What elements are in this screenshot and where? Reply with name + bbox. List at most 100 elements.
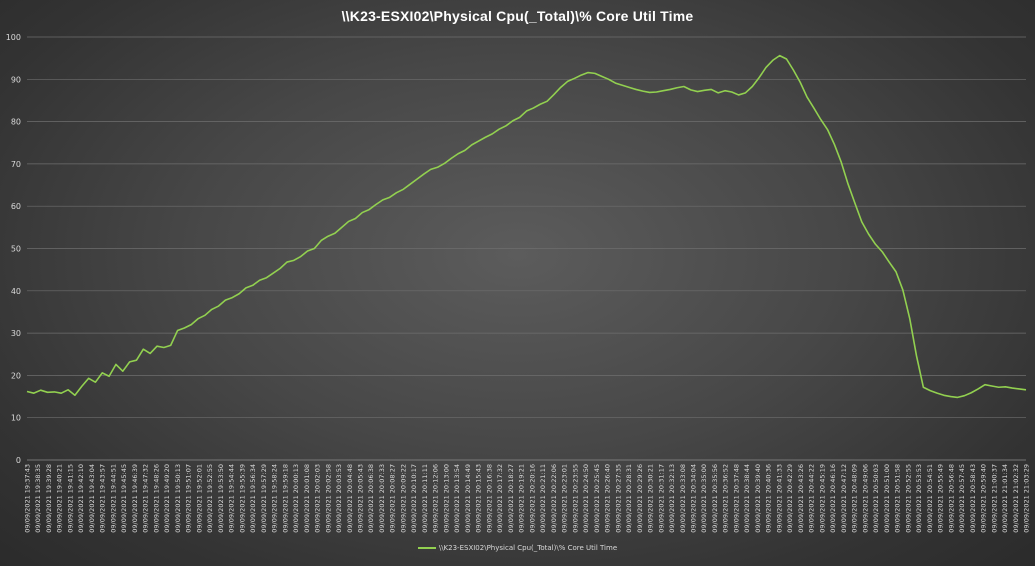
x-tick-label: 09/09/2021 20:43:26 [797, 464, 805, 533]
y-tick-label: 40 [11, 287, 21, 296]
x-tick-label: 09/09/2021 20:16:38 [485, 464, 493, 533]
x-tick-label: 09/09/2021 19:41:15 [66, 464, 74, 533]
x-tick-label: 09/09/2021 19:37:43 [24, 464, 32, 533]
x-tick-label: 09/09/2021 19:42:10 [77, 464, 85, 533]
x-tick-label: 09/09/2021 20:53:53 [915, 464, 923, 533]
x-tick-label: 09/09/2021 20:02:03 [314, 464, 322, 533]
x-tick-label: 09/09/2021 20:54:51 [926, 464, 934, 533]
x-tick-label: 09/09/2021 21:01:34 [1001, 464, 1009, 533]
x-tick-label: 09/09/2021 20:21:11 [539, 464, 547, 533]
x-tick-label: 09/09/2021 20:04:48 [346, 464, 354, 533]
x-tick-label: 09/09/2021 20:44:22 [808, 464, 816, 533]
x-tick-label: 09/09/2021 20:40:36 [765, 464, 773, 533]
x-tick-label: 09/09/2021 20:07:33 [378, 464, 386, 533]
y-tick-label: 60 [11, 202, 21, 211]
y-tick-label: 80 [11, 118, 21, 127]
x-tick-label: 09/09/2021 20:33:08 [679, 464, 687, 533]
x-tick-label: 09/09/2021 20:14:49 [464, 464, 472, 533]
x-tick-label: 09/09/2021 20:05:43 [357, 464, 365, 533]
x-tick-label: 09/09/2021 20:35:56 [711, 464, 719, 533]
y-axis-ticks: 0 10 20 30 40 50 60 70 80 90 100 [6, 33, 21, 465]
x-tick-label: 09/09/2021 20:37:48 [732, 464, 740, 533]
x-tick-label: 09/09/2021 20:36:52 [722, 464, 730, 533]
x-tick-label: 09/09/2021 19:54:44 [228, 464, 236, 533]
x-tick-label: 09/09/2021 20:19:21 [518, 464, 526, 533]
y-tick-label: 20 [11, 371, 21, 380]
x-tick-label: 09/09/2021 19:39:28 [45, 464, 53, 533]
x-tick-label: 09/09/2021 20:13:00 [442, 464, 450, 533]
x-tick-label: 09/09/2021 20:26:40 [604, 464, 612, 533]
x-tick-label: 09/09/2021 20:23:55 [571, 464, 579, 533]
x-tick-label: 09/09/2021 20:01:08 [303, 464, 311, 533]
gridlines [27, 36, 1026, 461]
x-tick-label: 09/09/2021 19:56:34 [249, 464, 257, 533]
y-tick-label: 100 [6, 33, 21, 42]
x-tick-label: 09/09/2021 21:00:37 [990, 464, 998, 533]
x-tick-label: 09/09/2021 20:29:26 [636, 464, 644, 533]
x-tick-label: 09/09/2021 19:52:55 [206, 464, 214, 533]
x-tick-label: 09/09/2021 20:12:06 [432, 464, 440, 533]
x-tick-label: 09/09/2021 19:53:50 [217, 464, 225, 533]
x-tick-label: 09/09/2021 20:09:22 [399, 464, 407, 533]
x-tick-label: 09/09/2021 20:41:33 [775, 464, 783, 533]
x-tick-label: 09/09/2021 20:28:31 [625, 464, 633, 533]
x-tick-label: 09/09/2021 19:59:18 [281, 464, 289, 533]
x-tick-label: 09/09/2021 20:50:03 [872, 464, 880, 533]
x-tick-label: 09/09/2021 20:06:38 [367, 464, 375, 533]
x-tick-label: 09/09/2021 20:18:27 [507, 464, 515, 533]
x-tick-label: 09/09/2021 21:03:29 [1023, 464, 1031, 533]
y-tick-label: 10 [11, 414, 21, 423]
x-tick-label: 09/09/2021 19:55:39 [238, 464, 246, 533]
x-tick-label: 09/09/2021 19:46:39 [131, 464, 139, 533]
x-tick-label: 09/09/2021 20:32:13 [668, 464, 676, 533]
y-tick-label: 50 [11, 245, 21, 254]
x-tick-label: 09/09/2021 20:34:04 [690, 464, 698, 533]
legend-swatch [417, 547, 436, 549]
x-tick-label: 09/09/2021 20:10:17 [410, 464, 418, 533]
x-axis-ticks: 09/09/2021 19:37:43 09/09/2021 19:38:35 09… [24, 464, 1031, 533]
x-tick-label: 09/09/2021 20:22:06 [550, 464, 558, 533]
x-tick-label: 09/09/2021 20:25:45 [593, 464, 601, 533]
x-tick-label: 09/09/2021 20:31:17 [657, 464, 665, 533]
x-tick-label: 09/09/2021 20:48:09 [851, 464, 859, 533]
x-tick-label: 09/09/2021 19:44:51 [109, 464, 117, 533]
x-tick-label: 09/09/2021 19:47:32 [142, 464, 150, 533]
x-tick-label: 09/09/2021 20:30:21 [647, 464, 655, 533]
x-tick-label: 09/09/2021 19:43:57 [99, 464, 107, 533]
x-tick-label: 09/09/2021 19:40:21 [56, 464, 64, 533]
x-tick-label: 09/09/2021 20:46:16 [829, 464, 837, 533]
x-tick-label: 09/09/2021 20:08:27 [389, 464, 397, 533]
x-tick-label: 09/09/2021 19:57:29 [260, 464, 268, 533]
x-tick-label: 09/09/2021 20:13:54 [453, 464, 461, 533]
x-tick-label: 09/09/2021 20:51:00 [883, 464, 891, 533]
x-tick-label: 09/09/2021 20:38:44 [743, 464, 751, 533]
x-tick-label: 09/09/2021 20:39:40 [754, 464, 762, 533]
series-layer [26, 54, 1027, 399]
x-tick-label: 09/09/2021 20:15:43 [475, 464, 483, 533]
x-tick-label: 09/09/2021 20:56:48 [947, 464, 955, 533]
y-tick-label: 70 [11, 160, 21, 169]
y-tick-label: 30 [11, 329, 21, 338]
chart-title: \\K23-ESXI02\Physical Cpu(_Total)\% Core… [341, 8, 694, 24]
x-tick-label: 09/09/2021 20:49:06 [861, 464, 869, 533]
x-tick-label: 09/09/2021 21:02:32 [1012, 464, 1020, 533]
x-tick-label: 09/09/2021 20:11:11 [421, 464, 429, 533]
x-tick-label: 09/09/2021 20:35:00 [700, 464, 708, 533]
x-tick-label: 09/09/2021 19:50:13 [174, 464, 182, 533]
legend: \\K23-ESXI02\Physical Cpu(_Total)\% Core… [0, 544, 1035, 552]
legend-label: \\K23-ESXI02\Physical Cpu(_Total)\% Core… [438, 544, 618, 552]
x-tick-label: 09/09/2021 20:51:58 [894, 464, 902, 533]
x-tick-label: 09/09/2021 20:02:58 [324, 464, 332, 533]
x-tick-label: 09/09/2021 20:17:32 [496, 464, 504, 533]
x-tick-label: 09/09/2021 20:57:45 [958, 464, 966, 533]
x-tick-label: 09/09/2021 20:00:13 [292, 464, 300, 533]
series-line-0 [26, 54, 1027, 399]
x-tick-label: 09/09/2021 20:03:53 [335, 464, 343, 533]
x-tick-label: 09/09/2021 20:45:19 [818, 464, 826, 533]
x-tick-label: 09/09/2021 20:27:35 [614, 464, 622, 533]
x-tick-label: 09/09/2021 20:52:55 [904, 464, 912, 533]
x-tick-label: 09/09/2021 20:55:49 [937, 464, 945, 533]
x-tick-label: 09/09/2021 19:58:24 [271, 464, 279, 533]
y-tick-label: 90 [11, 75, 21, 84]
